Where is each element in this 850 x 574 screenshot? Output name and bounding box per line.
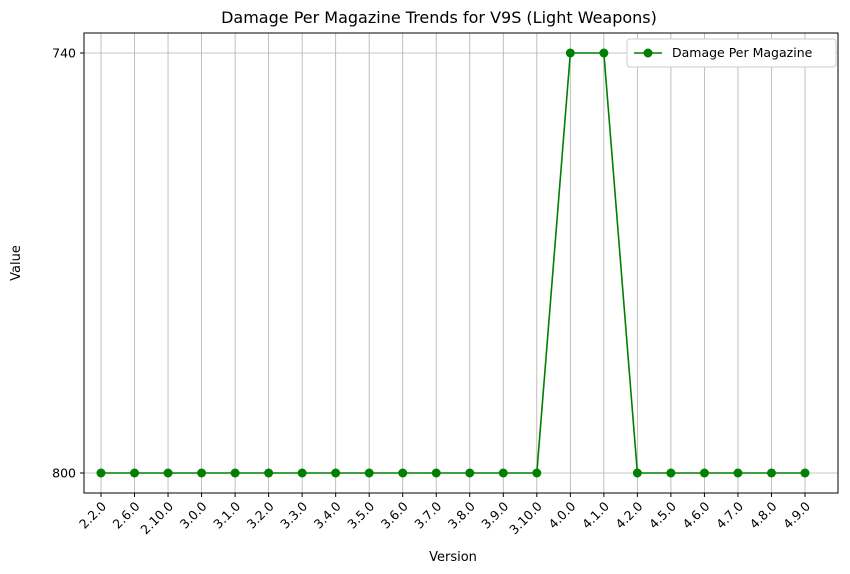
legend: Damage Per Magazine [626, 38, 837, 68]
data-point [699, 468, 709, 478]
data-point [364, 468, 374, 478]
x-tick-label: 3.1.0 [210, 498, 243, 531]
x-tick-label: 2.2.0 [76, 498, 109, 531]
data-point [800, 468, 810, 478]
x-tick-label: 3.3.0 [277, 498, 310, 531]
series-layer [96, 48, 810, 478]
x-axis-label: Version [429, 550, 477, 565]
data-point [766, 468, 776, 478]
data-point [331, 468, 341, 478]
data-point [96, 468, 106, 478]
y-tick-label: 740 [52, 46, 76, 61]
x-axis-ticks: 2.2.0 2.6.02.10.0 3.0.0 3.1.0 3.2.0 3.3.0 3.4.… [76, 493, 813, 537]
legend-label: Damage Per Magazine [672, 45, 813, 60]
data-point [163, 468, 173, 478]
x-tick-label: 3.10.0 [506, 498, 545, 537]
series-line [101, 52, 805, 474]
data-point [498, 468, 508, 478]
x-tick-label: 4.8.0 [746, 498, 779, 531]
x-tick-label: 3.8.0 [445, 498, 478, 531]
legend-box [626, 38, 837, 68]
data-point [599, 48, 609, 58]
x-tick-label: 4.9.0 [780, 498, 813, 531]
x-tick-label: 3.5.0 [344, 498, 377, 531]
grid-lines [84, 33, 838, 493]
data-point [532, 468, 542, 478]
x-tick-label: 3.6.0 [378, 498, 411, 531]
data-point [632, 468, 642, 478]
data-point [297, 468, 307, 478]
x-tick-label: 4.0.0 [545, 498, 578, 531]
data-point [666, 468, 676, 478]
y-axis-ticks: 740 800 [52, 46, 84, 481]
data-point [431, 468, 441, 478]
x-tick-label: 3.4.0 [311, 498, 344, 531]
data-point [130, 468, 140, 478]
x-tick-label: 4.1.0 [579, 498, 612, 531]
data-point [264, 468, 274, 478]
x-tick-label: 3.2.0 [244, 498, 277, 531]
data-point [733, 468, 743, 478]
x-tick-label: 4.7.0 [713, 498, 746, 531]
y-tick-label: 800 [52, 466, 76, 481]
data-point [230, 468, 240, 478]
x-tick-label: 4.2.0 [612, 498, 645, 531]
data-point [465, 468, 475, 478]
x-tick-label: 3.7.0 [411, 498, 444, 531]
plot-frame [83, 32, 839, 494]
chart-title: Damage Per Magazine Trends for V9S (Ligh… [221, 8, 657, 27]
data-point [197, 468, 207, 478]
legend-marker-swatch [643, 48, 653, 58]
data-point [565, 48, 575, 58]
x-tick-label: 4.6.0 [679, 498, 712, 531]
x-tick-label: 2.10.0 [137, 498, 176, 537]
x-tick-label: 4.5.0 [646, 498, 679, 531]
data-point [398, 468, 408, 478]
x-tick-label: 3.0.0 [177, 498, 210, 531]
y-axis-label: Value [9, 245, 24, 281]
